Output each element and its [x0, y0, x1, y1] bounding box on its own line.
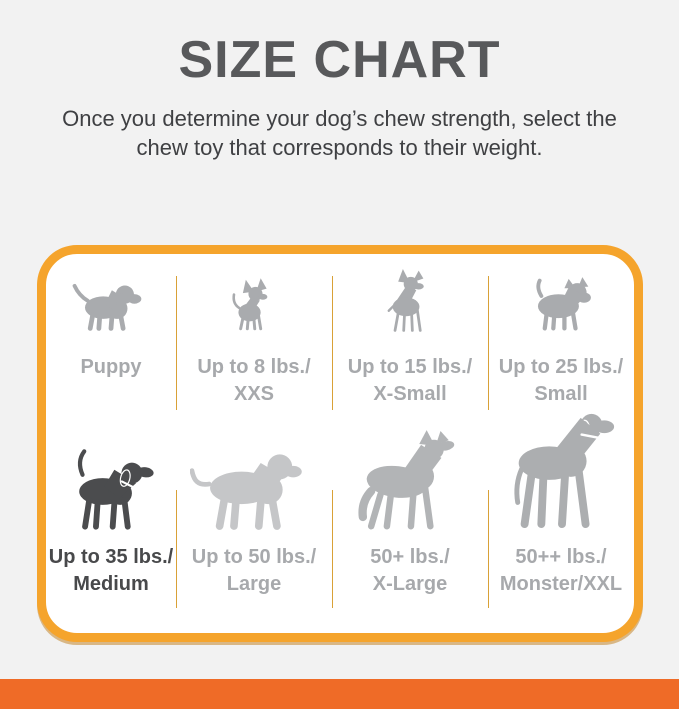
- size-label-line-2: XXS: [233, 383, 275, 405]
- size-chart-grid: Puppy: [46, 254, 634, 633]
- puppy-dog-icon: [72, 283, 142, 331]
- great-dane-dog-icon: [514, 413, 615, 529]
- size-label-line-1: Up to 50 lbs./: [191, 546, 317, 568]
- bottom-accent-bar: [0, 679, 679, 709]
- size-label-line-1: 50+ lbs./: [370, 546, 450, 568]
- size-label-line-1: Up to 35 lbs./: [48, 546, 174, 568]
- icon-area: [231, 274, 277, 332]
- size-label-line-1: Puppy: [80, 356, 142, 378]
- size-label-line-1: Up to 25 lbs./: [498, 356, 624, 378]
- icon-area: [190, 430, 318, 530]
- subtitle-line-1: Once you determine your dog’s chew stren…: [62, 106, 617, 131]
- size-label-line-2: Medium: [73, 573, 149, 595]
- terrier-dog-icon: [536, 277, 591, 331]
- size-cell-large: Up to 50 lbs./ Large: [175, 430, 332, 633]
- size-label-line-2: Small: [534, 383, 588, 405]
- size-label-line-2: Large: [226, 573, 282, 595]
- size-chart-infographic: { "header": { "title": "SIZE CHART", "su…: [0, 30, 679, 709]
- size-label: Up to 25 lbs./ Small: [499, 354, 623, 408]
- size-label: Up to 8 lbs./ XXS: [197, 354, 310, 408]
- size-chart-card: Puppy: [37, 245, 643, 642]
- size-label-line-2: Monster/XXL: [499, 573, 623, 595]
- size-label: Puppy: [80, 354, 141, 381]
- page-title: SIZE CHART: [178, 31, 501, 89]
- size-chart-row-small-dogs: Puppy: [46, 254, 634, 430]
- icon-area: [383, 269, 437, 332]
- size-cell-medium-selected: Up to 35 lbs./ Medium: [46, 430, 176, 633]
- icon-area: [72, 274, 150, 332]
- size-label-line-2: X-Large: [372, 573, 448, 595]
- labrador-dog-icon: [190, 454, 302, 530]
- chihuahua-dog-icon: [232, 278, 268, 331]
- miniature-pinscher-dog-icon: [387, 269, 424, 332]
- size-cell-small: Up to 25 lbs./ Small: [487, 254, 634, 430]
- icon-area: [500, 413, 622, 530]
- size-label: 50++ lbs./ Monster/XXL: [500, 544, 622, 598]
- size-label: 50+ lbs./ X-Large: [370, 544, 450, 598]
- size-label-line-1: 50++ lbs./: [515, 546, 607, 568]
- size-label-line-1: Up to 8 lbs./: [197, 356, 311, 378]
- beagle-dog-icon: [77, 449, 154, 530]
- size-label: Up to 50 lbs./ Large: [192, 544, 316, 598]
- size-label-line-2: X-Small: [373, 383, 447, 405]
- size-cell-xsmall: Up to 15 lbs./ X-Small: [331, 254, 488, 430]
- size-cell-monster-xxl: 50++ lbs./ Monster/XXL: [487, 413, 634, 633]
- icon-area: [526, 274, 596, 332]
- size-label-line-1: Up to 15 lbs./: [347, 356, 473, 378]
- size-cell-puppy: Puppy: [46, 254, 176, 430]
- german-shepherd-dog-icon: [358, 430, 455, 530]
- size-cell-xlarge: 50+ lbs./ X-Large: [331, 430, 488, 633]
- icon-area: [349, 430, 471, 530]
- icon-area: [64, 430, 158, 530]
- size-chart-row-large-dogs: Up to 35 lbs./ Medium: [46, 413, 634, 633]
- page-subtitle: Once you determine your dog’s chew stren…: [0, 104, 679, 162]
- size-label: Up to 35 lbs./ Medium: [49, 544, 173, 598]
- size-cell-xxs: Up to 8 lbs./ XXS: [175, 254, 332, 430]
- size-label: Up to 15 lbs./ X-Small: [348, 354, 472, 408]
- subtitle-line-2: chew toy that corresponds to their weigh…: [136, 135, 543, 160]
